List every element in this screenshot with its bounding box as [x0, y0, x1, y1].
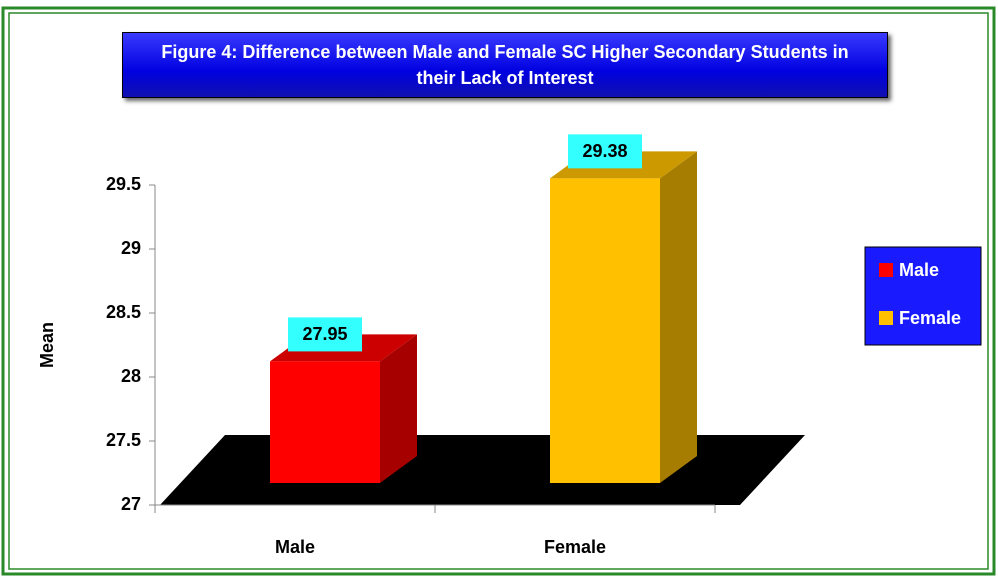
x-tick-label: Male: [275, 537, 315, 557]
chart-title: Figure 4: Difference between Male and Fe…: [122, 32, 888, 98]
y-tick-label: 29.5: [106, 174, 141, 194]
value-label: 29.38: [582, 141, 627, 161]
bar-side: [660, 151, 697, 484]
frame: [1, 6, 996, 576]
value-label-box: [568, 134, 642, 169]
y-tick-label: 28.5: [106, 302, 141, 322]
legend-label: Female: [899, 308, 961, 328]
legend-swatch: [879, 311, 893, 325]
legend-label: Male: [899, 260, 939, 280]
y-tick-label: 27.5: [106, 430, 141, 450]
x-tick-label: Female: [544, 537, 606, 557]
value-label: 27.95: [302, 324, 347, 344]
bar: [270, 361, 380, 483]
y-tick-label: 28: [121, 366, 141, 386]
bar: [550, 178, 660, 484]
floor: [160, 435, 805, 505]
y-axis-label: Mean: [37, 322, 57, 368]
value-label-box: [288, 317, 362, 352]
bar-side: [380, 334, 417, 483]
y-tick-label: 29: [121, 238, 141, 258]
y-tick-label: 27: [121, 494, 141, 514]
legend-swatch: [879, 263, 893, 277]
frame-inner: [8, 12, 989, 570]
